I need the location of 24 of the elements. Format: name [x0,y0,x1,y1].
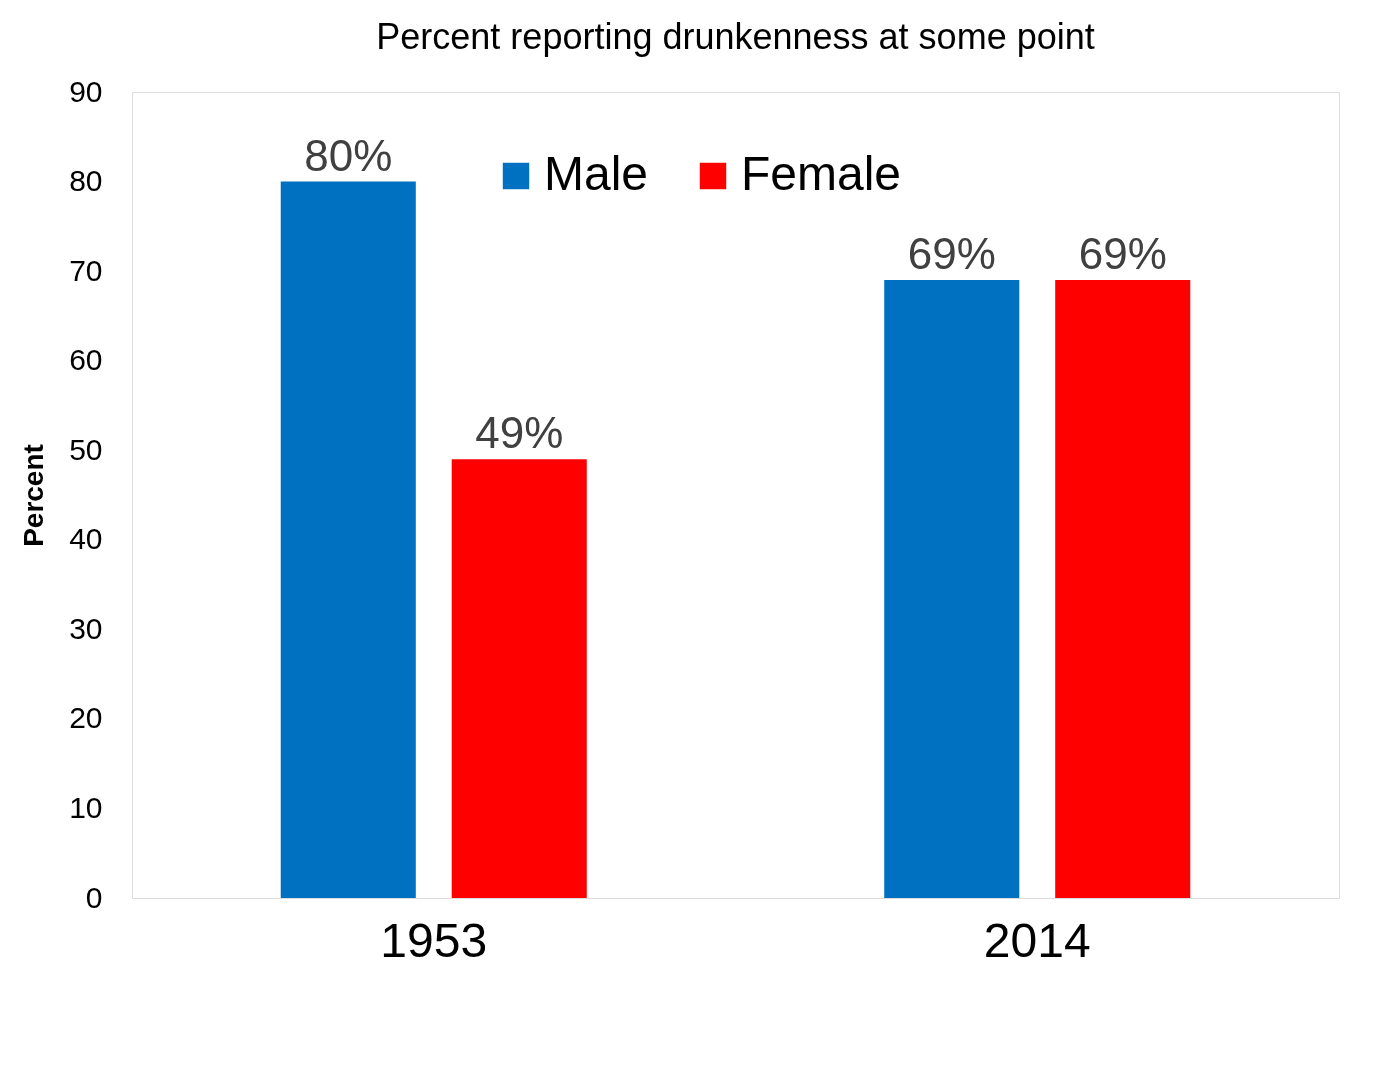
data-label: 69% [907,229,996,279]
chart-title: Percent reporting drunkenness at some point [376,16,1095,57]
x-tick-label: 2014 [983,913,1091,967]
y-tick-label: 0 [85,880,103,914]
legend-label: Male [544,147,649,200]
y-tick-label: 50 [69,432,103,466]
legend-label: Female [741,147,902,200]
bar [884,280,1020,898]
data-label: 80% [304,130,393,180]
bar [451,459,587,898]
bar [1055,280,1191,898]
y-tick-label: 70 [69,253,103,287]
data-label: 49% [475,408,564,458]
y-tick-label: 80 [69,164,103,198]
y-tick-label: 10 [69,790,103,824]
y-tick-label: 30 [69,611,103,645]
bar [280,181,416,898]
y-tick-label: 40 [69,522,103,556]
y-tick-label: 90 [69,74,103,108]
y-tick-label: 20 [69,701,103,735]
y-tick-label: 60 [69,343,103,377]
data-label: 69% [1078,229,1167,279]
x-tick-label: 1953 [380,913,488,967]
y-axis-title: Percent [18,444,50,547]
